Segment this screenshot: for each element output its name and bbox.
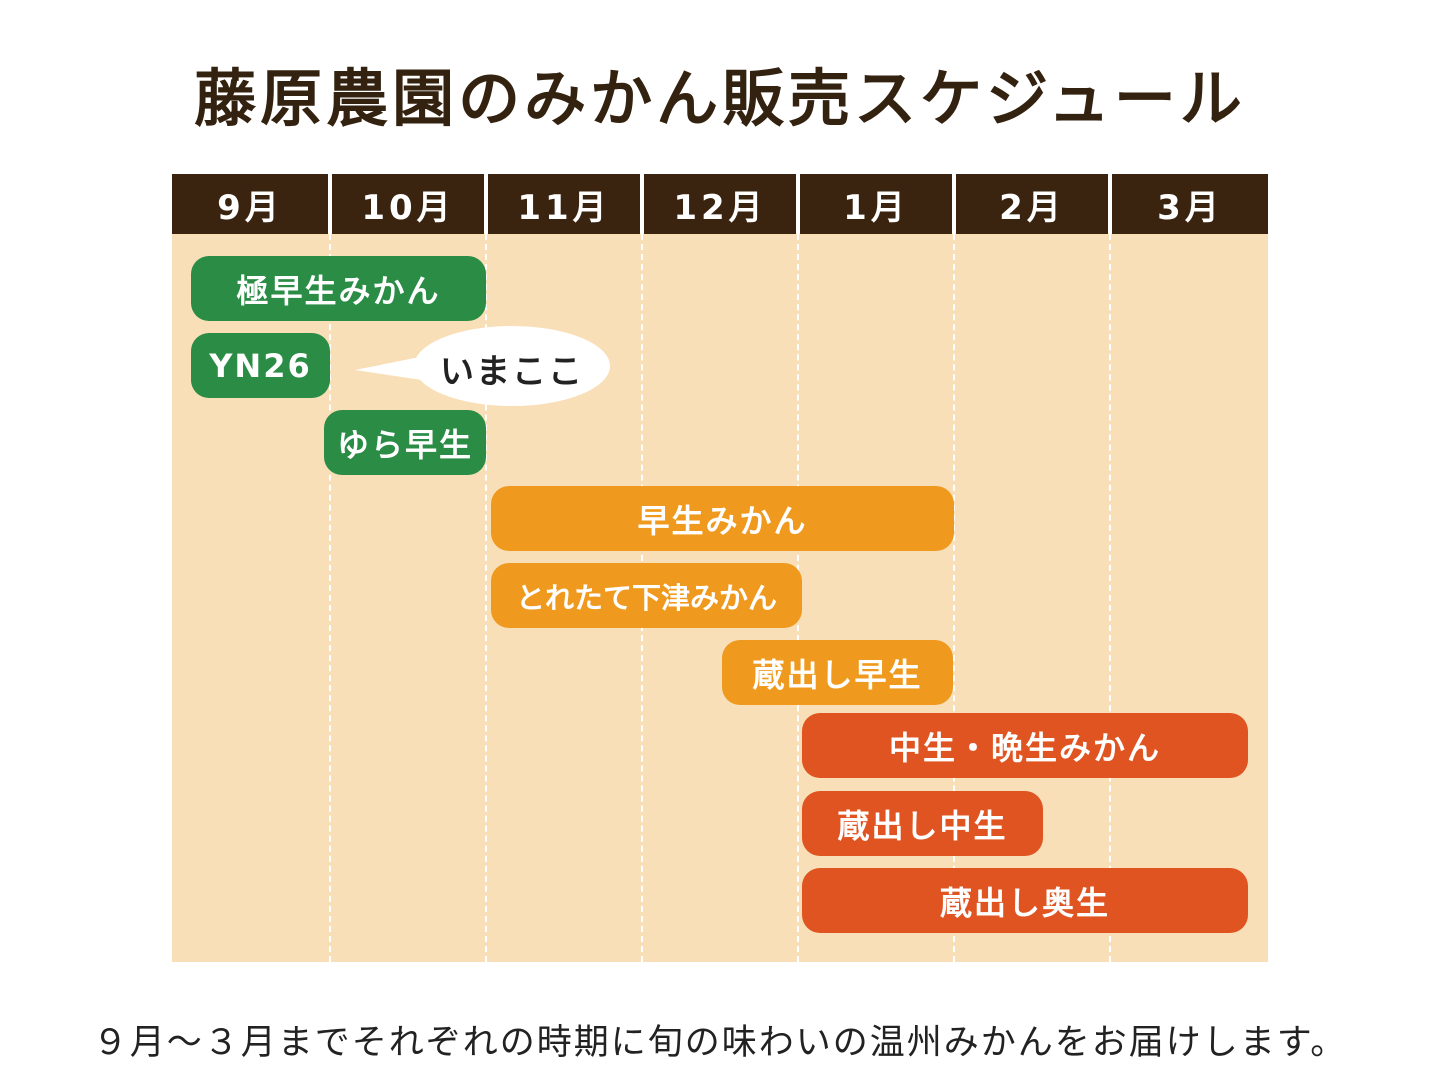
variety-bar: ゆら早生 [324, 410, 486, 475]
page-title: 藤原農園のみかん販売スケジュール [194, 62, 1246, 135]
variety-bar: とれたて下津みかん [491, 563, 802, 628]
month-header-jan: 1月 [800, 174, 952, 234]
variety-bar: 早生みかん [491, 486, 954, 551]
month-divider [329, 234, 331, 962]
month-divider [953, 234, 955, 962]
footer-note: ９月〜３月までそれぞれの時期に旬の味わいの温州みかんをお届けします。 [92, 1023, 1348, 1063]
variety-bar: 蔵出し奥生 [802, 868, 1248, 933]
variety-bar: YN26 [191, 333, 330, 398]
month-header-sep: 9月 [172, 174, 328, 234]
current-period-callout: いまここ [440, 352, 584, 392]
variety-bar: 蔵出し中生 [802, 791, 1043, 856]
month-header-dec: 12月 [644, 174, 796, 234]
month-header-mar: 3月 [1112, 174, 1268, 234]
variety-bar: 極早生みかん [191, 256, 486, 321]
variety-bar: 中生・晩生みかん [802, 713, 1248, 778]
month-header-oct: 10月 [332, 174, 484, 234]
variety-bar: 蔵出し早生 [722, 640, 953, 705]
month-divider [1109, 234, 1111, 962]
speech-bubble [355, 326, 610, 406]
month-divider [485, 234, 487, 962]
month-header-nov: 11月 [488, 174, 640, 234]
month-header-feb: 2月 [956, 174, 1108, 234]
